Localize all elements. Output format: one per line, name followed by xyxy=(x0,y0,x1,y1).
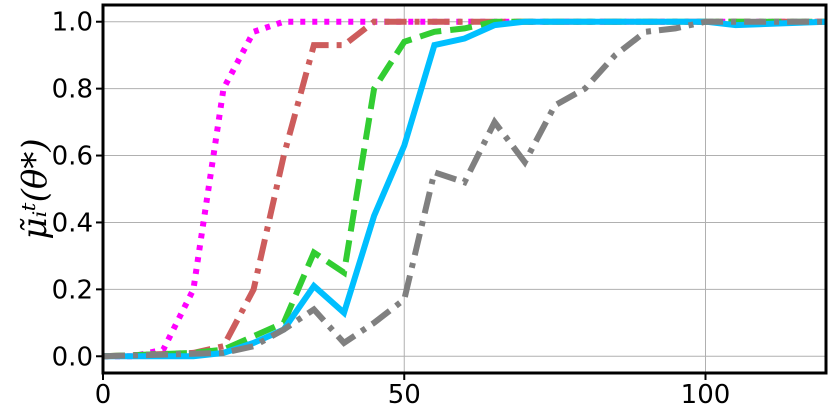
y-tick-label: 0.8 xyxy=(52,75,93,105)
series-lines xyxy=(102,18,827,360)
y-tick-label: 0.6 xyxy=(52,142,93,172)
y-tick-label: 0.4 xyxy=(52,208,93,238)
axis-ticks: 0 50 100 0.0 0.2 0.4 0.6 0.8 1.0 xyxy=(52,8,731,410)
y-tick-label: 0.2 xyxy=(52,275,93,305)
series-line-3 xyxy=(102,18,826,360)
series-line-1 xyxy=(103,18,826,360)
x-tick-label: 100 xyxy=(681,380,731,410)
series-line-5 xyxy=(102,18,826,360)
y-tick-label: 0.0 xyxy=(52,342,93,372)
y-axis-label: μ̃ᵢᵗ(θ*) xyxy=(15,138,55,239)
x-tick-label: 0 xyxy=(95,380,112,410)
x-tick-label: 50 xyxy=(388,380,421,410)
plot-frame xyxy=(101,3,828,375)
y-tick-label: 1.0 xyxy=(52,8,93,38)
